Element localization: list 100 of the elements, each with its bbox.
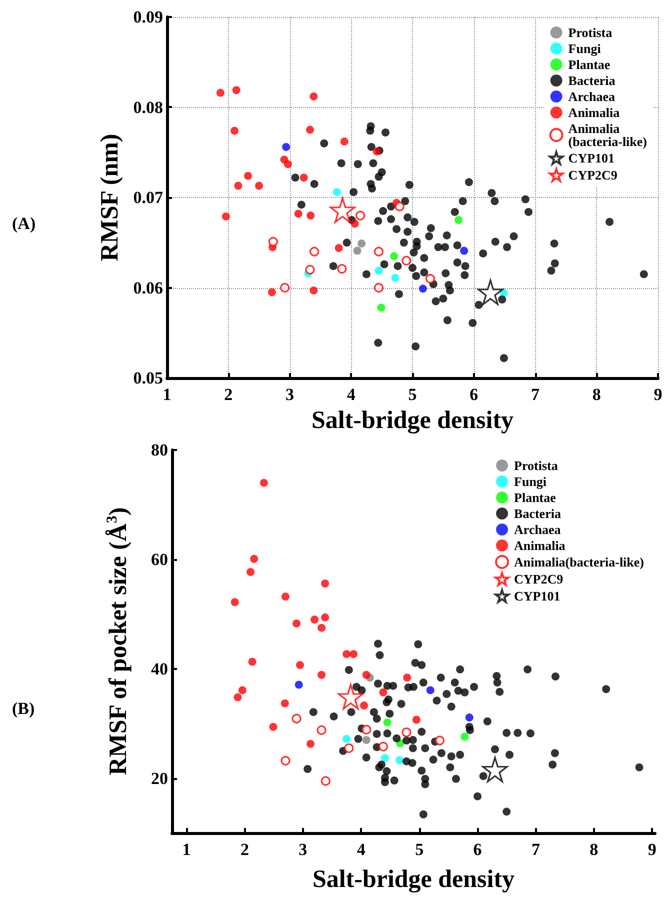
point [356,210,366,220]
legend-label: Animalia [514,538,566,553]
x-tick-label: 3 [286,385,294,404]
point [316,725,326,735]
x-tick-label: 7 [531,385,540,404]
point [342,650,351,658]
x-tick-label: 1 [182,840,191,859]
point [383,718,392,726]
point [306,126,314,134]
x-tick-label: 1 [162,385,172,404]
x-tick-label: 6 [470,385,478,404]
x-tick-label: 2 [224,385,233,404]
y-tick-label: 0.09 [133,8,163,26]
y-tick-label: 80 [151,440,168,460]
point [255,182,264,190]
y-tick-label: 0.08 [133,98,163,117]
point [306,212,315,220]
point [374,266,383,275]
point [350,220,359,228]
text: (B) [12,699,35,718]
point [234,693,242,702]
point [379,688,388,696]
point [294,210,302,218]
point [344,743,354,753]
point [280,282,290,293]
x-tick-label: 9 [648,840,656,859]
text: (A) [12,214,36,233]
point [244,172,252,180]
point [426,274,436,284]
point [390,252,398,260]
legend-label: Bacteria [514,506,562,521]
point [292,619,301,628]
point [460,732,469,741]
x-tick-label: 9 [654,385,662,404]
point [222,212,230,220]
point [372,147,381,156]
point [318,670,326,679]
point [294,680,303,689]
point [337,264,347,274]
point [281,592,290,601]
point [465,714,474,722]
point [362,736,370,744]
legend-label: Archaea [568,89,616,104]
x-tick-label: 8 [590,840,598,859]
y-tick-label: 0.05 [133,368,163,388]
point [230,598,239,606]
x-tick-label: 3 [298,840,308,859]
legend-label: Plantae [568,57,610,72]
point [320,776,330,786]
point [350,650,358,658]
x-tick-label: 5 [415,840,424,859]
y-axis-title: RMSF (nm) [96,134,124,262]
point [238,686,246,694]
point [454,216,463,224]
point [250,554,258,563]
point [246,568,255,576]
point [282,142,290,151]
point [300,174,308,182]
legend-label: Protista [568,25,613,40]
point [318,624,326,632]
point [426,686,434,694]
legend-label: Animalia (bacteria-like) [568,121,648,149]
point [334,244,343,252]
x-axis-title: Salt-bridge density [311,407,514,434]
y-tick-label: 40 [151,659,168,678]
point [362,670,370,679]
point [310,616,319,624]
y-tick-label: 60 [151,550,168,569]
legend-label: Protista [514,458,558,473]
x-axis-title: Salt-bridge density [312,866,516,893]
x-tick-label: 6 [473,840,482,859]
x-tick-label: 4 [356,840,366,859]
point [360,702,368,710]
x-tick-label: 5 [408,385,417,404]
point [321,613,330,622]
point [358,240,366,248]
point [310,246,320,256]
x-tick-label: 2 [240,840,249,859]
legend-label: CYP101 [514,588,560,604]
x-tick-label: 8 [592,385,601,404]
legend-label: Animalia [568,105,620,120]
point [305,264,315,274]
point [260,478,268,487]
legend-label: CYP101 [568,150,615,166]
legend-label: Animalia(bacteria-like) [514,554,644,570]
point [338,684,364,710]
point [296,661,304,670]
point [230,126,239,135]
point [402,728,412,738]
y-axis-title: RMSF of pocket size (Å3) [104,507,132,776]
point [396,756,404,764]
point [478,279,504,306]
legend-label: CYP2C9 [568,168,618,182]
point [280,756,290,766]
point [268,236,278,247]
point [482,756,508,782]
point [234,182,242,190]
point [434,736,444,746]
point [418,284,427,293]
point [380,754,389,762]
